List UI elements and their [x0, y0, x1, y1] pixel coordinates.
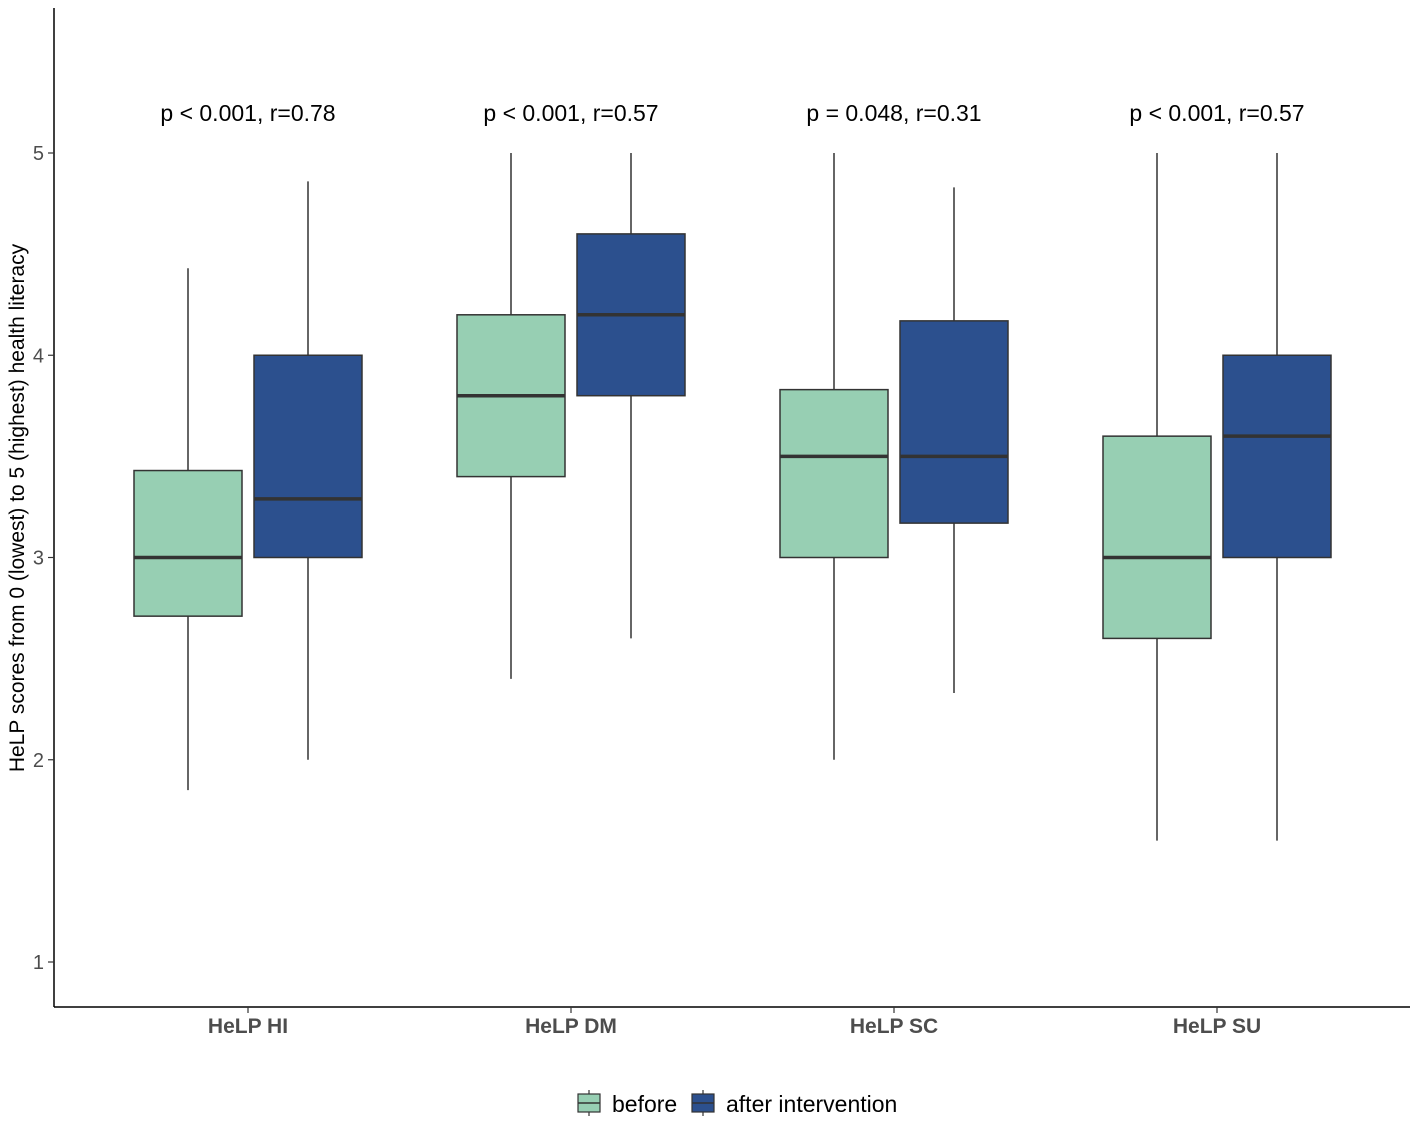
box-after-0: [253, 181, 363, 760]
box-before-3: [1102, 153, 1212, 841]
legend-label: after intervention: [726, 1091, 897, 1117]
box-iqr: [899, 320, 1009, 524]
legend-key-before: [577, 1090, 601, 1116]
x-tick-label: HeLP SC: [850, 1015, 938, 1038]
box-series: [133, 153, 1332, 841]
y-axis: 1 2 3 4 5: [33, 8, 55, 1007]
x-axis: HeLP HI HeLP DM HeLP SC HeLP SU: [54, 1006, 1410, 1038]
annotations: p < 0.001, r=0.78 p < 0.001, r=0.57 p = 0.…: [160, 100, 1304, 126]
p-value-annotation: p = 0.048, r=0.31: [806, 100, 981, 126]
box-iqr: [1102, 435, 1212, 640]
x-tick-label: HeLP SU: [1173, 1015, 1261, 1038]
box-after-2: [899, 187, 1009, 694]
box-iqr: [253, 354, 363, 559]
legend-key-after: [691, 1090, 715, 1116]
legend: before after intervention: [577, 1090, 897, 1117]
p-value-annotation: p < 0.001, r=0.78: [160, 100, 335, 126]
box-iqr: [1222, 354, 1332, 559]
y-tick-label: 1: [33, 952, 44, 974]
y-tick-label: 4: [33, 345, 44, 367]
box-iqr: [779, 388, 889, 559]
legend-label: before: [612, 1091, 677, 1117]
box-before-1: [456, 153, 566, 679]
y-axis-title: HeLP scores from 0 (lowest) to 5 (highes…: [6, 243, 29, 772]
x-tick-label: HeLP DM: [525, 1015, 617, 1038]
p-value-annotation: p < 0.001, r=0.57: [1129, 100, 1304, 126]
p-value-annotation: p < 0.001, r=0.57: [483, 100, 658, 126]
box-after-3: [1222, 153, 1332, 841]
box-after-1: [576, 153, 686, 639]
x-tick-label: HeLP HI: [208, 1015, 288, 1038]
y-tick-label: 2: [33, 750, 44, 772]
box-before-0: [133, 268, 243, 791]
box-before-2: [779, 153, 889, 760]
y-tick-label: 3: [33, 548, 44, 570]
box-iqr: [133, 469, 243, 617]
y-tick-label: 5: [33, 143, 44, 165]
